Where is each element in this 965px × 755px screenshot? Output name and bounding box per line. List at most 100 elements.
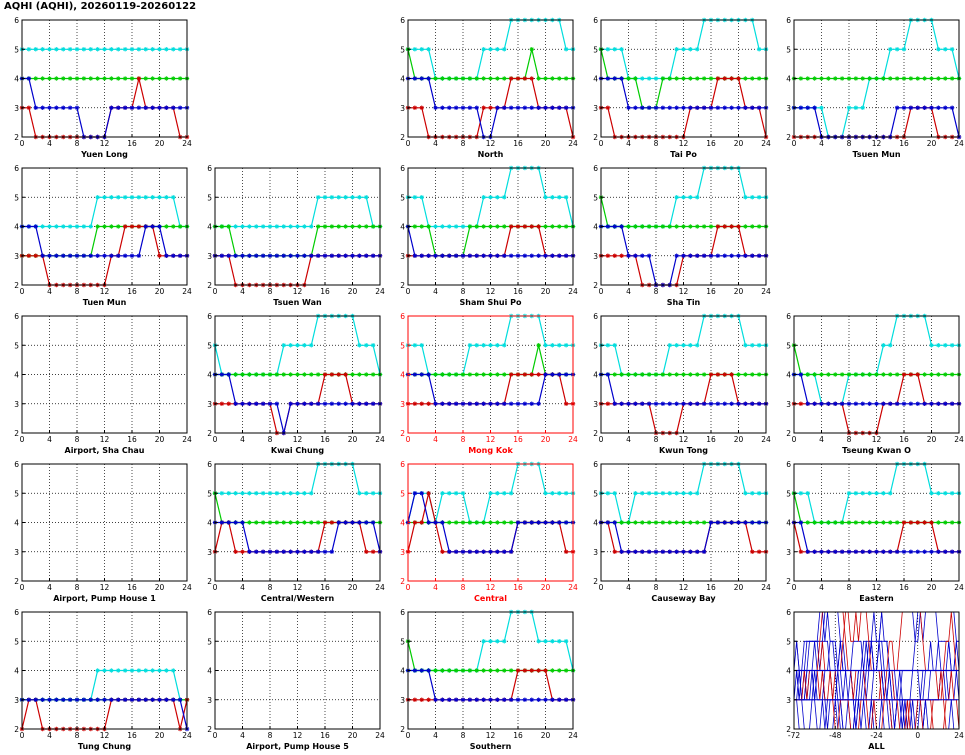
panel-tai-po-point — [695, 47, 700, 52]
panel-southern-point — [543, 668, 548, 673]
panel-southern-series-4 — [408, 669, 573, 701]
panel-tai-po-point — [750, 105, 755, 110]
panel-tai-po-ytick-label: 5 — [593, 45, 598, 54]
panel-tseung-kwan-o-point — [888, 401, 893, 406]
panel-causeway-bay-point — [708, 520, 714, 525]
panel-tung-chung-point — [171, 697, 176, 702]
panel-tsuen-mun-title: Tsuen Mun — [852, 150, 900, 159]
panel-tuen-mun-xtick-label: 8 — [75, 287, 80, 296]
panel-eastern-point — [929, 549, 934, 554]
panel-sham-shui-po-point — [481, 253, 486, 258]
panel-yuen-long-point — [40, 76, 45, 81]
panel-southern-point — [529, 668, 534, 673]
panel-sham-shui-po-xtick-label: 24 — [568, 287, 578, 296]
panel-central-ytick-label: 2 — [400, 577, 405, 586]
panel-causeway-bay-point — [640, 549, 645, 554]
panel-tsuen-mun-point — [915, 76, 920, 81]
panel-kwun-tong-point — [756, 401, 762, 406]
panel-kwun-tong-point — [715, 401, 721, 406]
panel-central-western-point — [267, 491, 273, 496]
panel-kwun-tong-point — [667, 343, 672, 348]
panel-sham-shui-po-point — [563, 253, 569, 258]
panel-sham-shui-po-point — [508, 224, 514, 229]
panel-north-point — [563, 105, 569, 110]
panel-kwai-chung-point — [254, 401, 259, 406]
panel-eastern-point — [908, 520, 914, 525]
panel-kwai-chung-point — [233, 372, 238, 377]
panel-southern-ytick-label: 5 — [400, 637, 405, 646]
panel-mong-kok-point — [426, 372, 431, 377]
panel-tung-chung-point — [164, 668, 169, 673]
panel-tuen-mun-point — [95, 224, 100, 229]
panel-tsuen-wan-point — [260, 224, 266, 229]
panel-tuen-mun-point — [88, 253, 93, 258]
panel-tsuen-mun-point — [860, 105, 865, 110]
panel-tai-po-point — [653, 105, 659, 110]
panel-eastern-title: Eastern — [859, 594, 894, 603]
panel-southern-title: Southern — [470, 742, 512, 751]
panel-tung-chung-point — [177, 697, 183, 702]
panel-yuen-long-point — [109, 105, 114, 110]
panel-sham-shui-po-point — [453, 224, 459, 229]
panel-north-point — [419, 76, 424, 81]
panel-tsuen-mun-point — [943, 47, 948, 52]
panel-tung-chung-point — [157, 697, 162, 702]
panel-kwai-chung: 0 4 8 12 16 20 24 2 3 4 5 6 Kwai Chung — [207, 312, 385, 455]
panel-kwun-tong-point — [688, 372, 693, 377]
panel-north-point — [447, 105, 452, 110]
panel-eastern-point — [826, 520, 831, 525]
panel-central-western-series-3 — [214, 521, 380, 553]
panel-tseung-kwan-o-point — [860, 372, 865, 377]
panel-kwun-tong-point — [605, 401, 611, 406]
panel-eastern-point — [874, 491, 879, 496]
panel-tseung-kwan-o-point — [929, 343, 934, 348]
panel-tsuen-mun-xtick-label: 4 — [819, 139, 824, 148]
panel-southern-point — [536, 639, 541, 644]
panel-eastern-ytick-label: 4 — [786, 519, 791, 528]
panel-tuen-mun-point — [177, 253, 183, 258]
panel-airport-sha-chau: 0 4 8 12 16 20 24 2 3 4 5 6 Airport, Sha Chau — [14, 312, 192, 455]
panel-kwun-tong-point — [612, 343, 617, 348]
panel-tsuen-mun-point — [894, 76, 900, 81]
panel-north-point — [467, 76, 473, 81]
panel-sha-tin-point — [688, 253, 693, 258]
panel-causeway-bay-point — [667, 491, 672, 496]
panel-sham-shui-po-point — [467, 224, 473, 229]
panel-north-point — [481, 47, 486, 52]
panel-central-western-point — [357, 520, 362, 525]
panel-kwai-chung-point — [274, 401, 280, 406]
panel-tuen-mun-point — [26, 253, 32, 258]
panel-yuen-long-point — [116, 47, 121, 52]
panel-kwai-chung-point — [281, 343, 286, 348]
panel-tai-po-xtick-label: 16 — [706, 139, 716, 148]
panel-tseung-kwan-o-point — [888, 372, 893, 377]
panel-tung-chung-point — [143, 668, 148, 673]
panel-yuen-long-point — [150, 47, 155, 52]
panel-mong-kok-point — [543, 343, 548, 348]
panel-tseung-kwan-o-point — [936, 343, 941, 348]
panel-tsuen-wan-point — [309, 224, 314, 229]
panel-central-western-point — [247, 549, 252, 554]
panel-kwun-tong-point — [653, 401, 659, 406]
panel-tung-chung-xtick-label: 24 — [182, 731, 192, 740]
panel-central-point — [557, 520, 562, 525]
panel-tsuen-mun-point — [922, 105, 927, 110]
panel-sham-shui-po-point — [453, 253, 459, 258]
panel-tsuen-wan-point — [281, 224, 286, 229]
panel-eastern-point — [812, 520, 817, 525]
panel-tsuen-mun-point — [922, 76, 927, 81]
panel-yuen-long-point — [171, 76, 176, 81]
panel-sham-shui-po-title: Sham Shui Po — [459, 298, 522, 307]
panel-sha-tin-point — [626, 224, 631, 229]
panel-tsuen-wan-point — [260, 253, 266, 258]
panel-southern-point — [412, 668, 418, 673]
panel-southern-point — [447, 668, 452, 673]
panel-tsuen-mun-ytick-label: 2 — [786, 133, 791, 142]
panel-southern-point — [426, 668, 431, 673]
panel-kwai-chung-point — [240, 401, 245, 406]
panel-central-point — [412, 491, 418, 496]
panel-central-point — [495, 549, 500, 554]
panel-mong-kok-point — [536, 372, 541, 377]
panel-central-ytick-label: 3 — [400, 548, 405, 557]
panel-mong-kok: 0 4 8 12 16 20 24 2 3 4 5 6 Mong Kok — [400, 312, 578, 455]
